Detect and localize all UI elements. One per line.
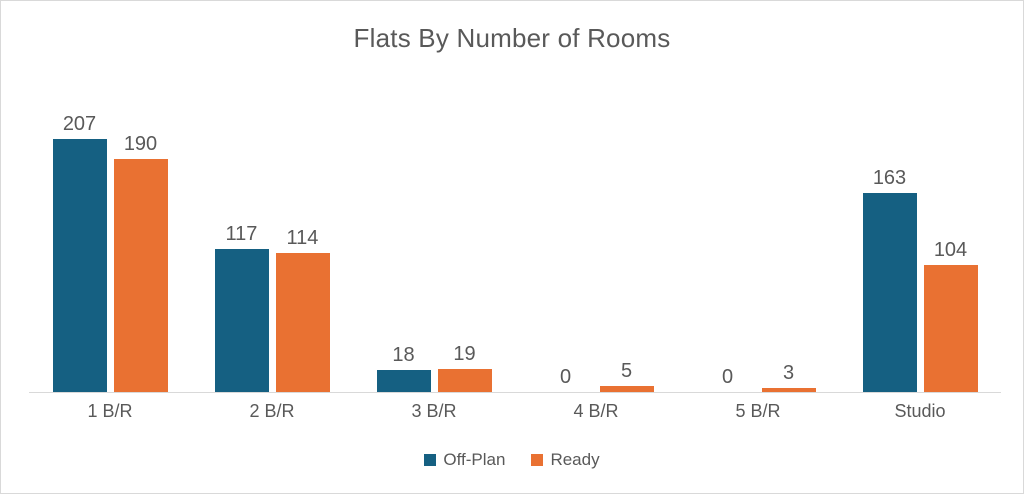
x-axis-label-4-b-r: 4 B/R <box>573 401 619 421</box>
bar-off-plan <box>214 248 269 392</box>
legend-swatch-icon <box>531 454 544 466</box>
bar-wrap: 114 <box>275 226 330 392</box>
bar-ready <box>275 252 330 392</box>
bar-ready <box>437 368 492 392</box>
bar-ready <box>761 388 816 392</box>
legend-item-ready: Ready <box>531 450 600 470</box>
x-axis-label-5-b-r: 5 B/R <box>735 401 781 421</box>
bar-wrap: 207 <box>52 112 107 392</box>
x-axis-label-1-b-r: 1 B/R <box>87 401 133 421</box>
data-label: 207 <box>62 112 97 135</box>
data-label: 104 <box>933 238 968 261</box>
data-label: 18 <box>392 344 415 366</box>
bar-wrap: 117 <box>214 222 269 392</box>
data-label: 163 <box>872 166 907 189</box>
data-label: 5 <box>620 359 633 382</box>
data-label: 0 <box>559 366 572 388</box>
legend: Off-Plan Ready <box>1 450 1023 470</box>
bar-wrap: 5 <box>599 359 654 392</box>
x-axis-label-2-b-r: 2 B/R <box>249 401 295 421</box>
data-label: 3 <box>782 362 795 385</box>
bar-wrap: 18 <box>376 344 431 392</box>
data-label: 0 <box>721 366 734 388</box>
bar-off-plan <box>862 192 917 392</box>
x-axis-label-3-b-r: 3 B/R <box>411 401 457 421</box>
bar-group-studio: 163 104 <box>839 86 1001 392</box>
bar-off-plan <box>52 138 107 392</box>
legend-label: Off-Plan <box>443 450 506 469</box>
bar-group-1-b-r: 207 190 <box>29 86 191 392</box>
data-label: 190 <box>123 133 158 156</box>
bar-wrap: 104 <box>923 238 978 392</box>
legend-label: Ready <box>550 450 600 469</box>
bar-wrap: 190 <box>113 133 168 392</box>
x-axis-label-studio: Studio <box>894 401 946 421</box>
legend-item-off-plan: Off-Plan <box>424 450 505 470</box>
bar-group-3-b-r: 18 19 <box>353 86 515 392</box>
bar-wrap: 3 <box>761 362 816 392</box>
bar-off-plan <box>376 370 431 392</box>
bar-ready <box>923 264 978 392</box>
bar-wrap: 0 <box>701 366 755 392</box>
plot-area: 207 190 117 114 18 19 0 5 0 3 163 104 <box>29 86 1001 393</box>
chart-title: Flats By Number of Rooms <box>353 23 671 53</box>
bar-ready <box>113 159 168 392</box>
bar-wrap: 163 <box>862 166 917 392</box>
data-label: 117 <box>225 222 258 245</box>
bar-ready <box>599 385 654 392</box>
data-label: 114 <box>286 226 319 249</box>
data-label: 19 <box>453 342 476 365</box>
bar-group-2-b-r: 117 114 <box>191 86 353 392</box>
legend-swatch-icon <box>424 454 437 466</box>
bar-wrap: 19 <box>437 342 492 392</box>
x-axis-labels: 1 B/R 2 B/R 3 B/R 4 B/R 5 B/R Studio <box>29 401 1001 422</box>
bar-wrap: 0 <box>539 366 593 392</box>
